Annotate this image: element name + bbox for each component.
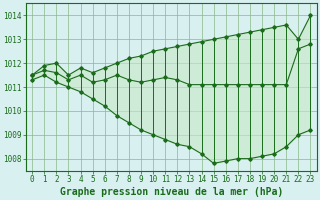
X-axis label: Graphe pression niveau de la mer (hPa): Graphe pression niveau de la mer (hPa) bbox=[60, 186, 283, 197]
